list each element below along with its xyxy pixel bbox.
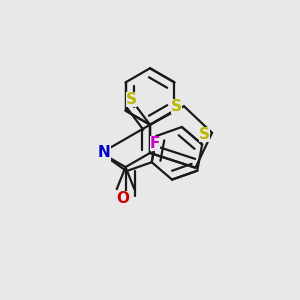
- Text: S: S: [171, 99, 182, 114]
- Text: F: F: [150, 136, 160, 151]
- Text: O: O: [116, 191, 129, 206]
- Text: S: S: [199, 127, 210, 142]
- Text: S: S: [126, 92, 137, 107]
- Text: N: N: [98, 146, 110, 160]
